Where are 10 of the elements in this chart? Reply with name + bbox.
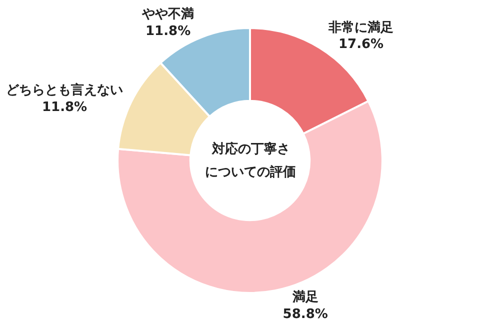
text: 対応の丁寧さ [211, 141, 290, 157]
slice-label: 非常に満足 [328, 20, 394, 36]
data-label: 17.6% [338, 37, 384, 52]
data-label: 11.8% [145, 24, 191, 40]
slice-label: やや不満 [141, 7, 194, 22]
slice-label: 満足 [291, 290, 318, 306]
slice-label: どちらとも言えない [6, 82, 124, 98]
data-label: 11.8% [42, 100, 88, 116]
text: についての評価 [205, 164, 296, 180]
data-label: 58.8% [282, 306, 328, 321]
